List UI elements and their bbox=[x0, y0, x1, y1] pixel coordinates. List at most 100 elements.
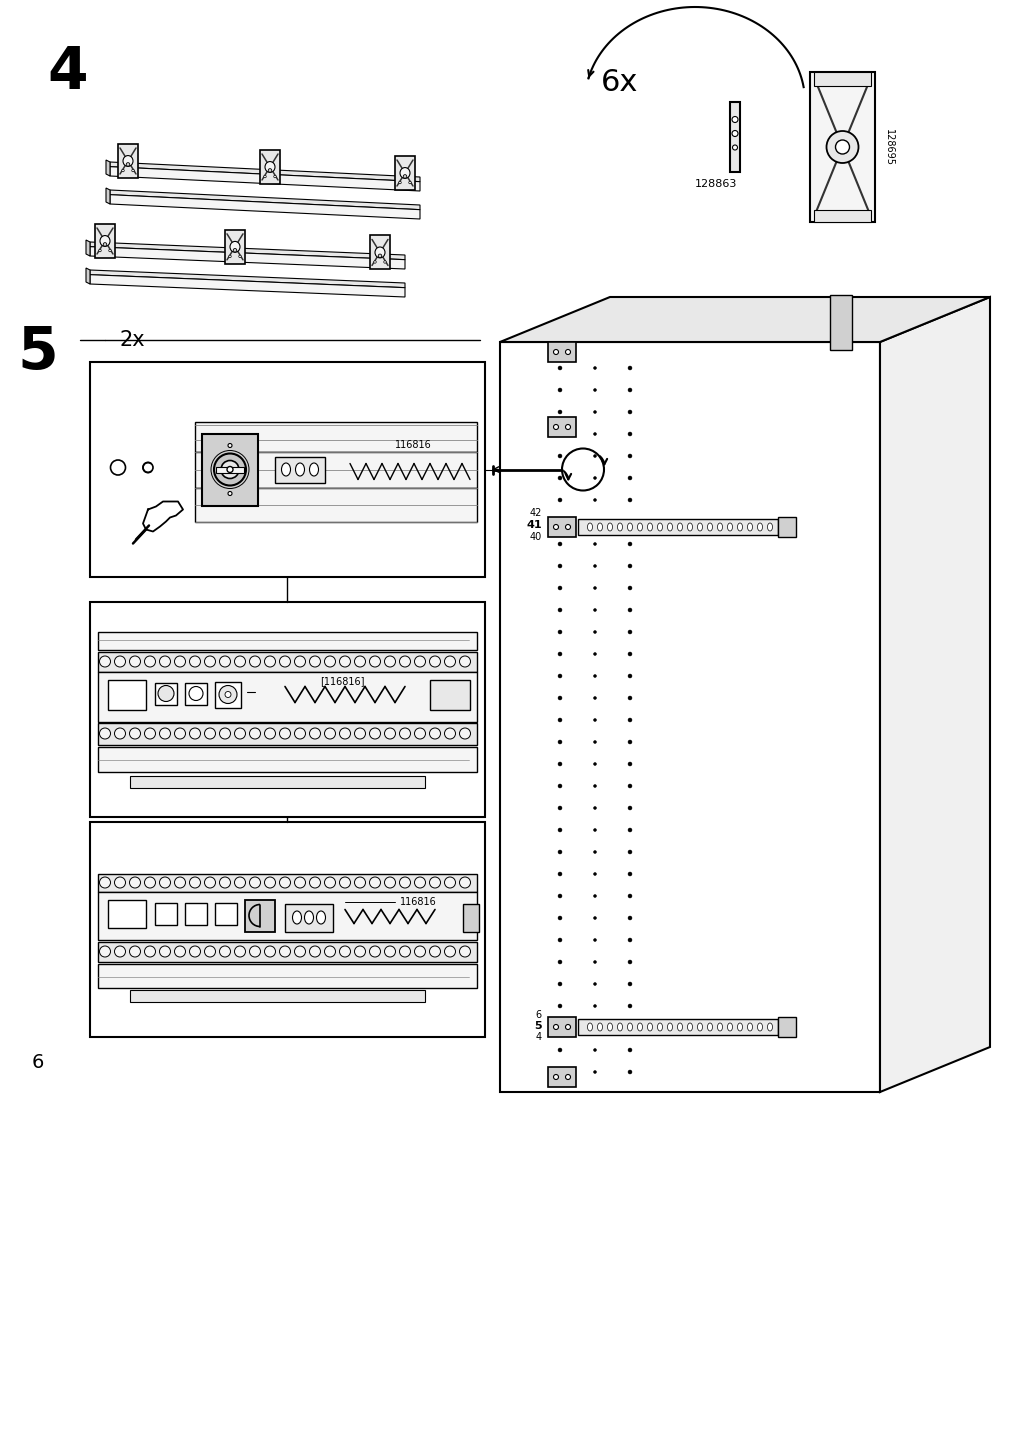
Bar bbox=[729, 102, 739, 172]
Ellipse shape bbox=[459, 727, 470, 739]
Ellipse shape bbox=[294, 727, 305, 739]
Ellipse shape bbox=[667, 523, 672, 531]
Ellipse shape bbox=[145, 656, 156, 667]
Ellipse shape bbox=[339, 947, 350, 957]
Ellipse shape bbox=[676, 1022, 681, 1031]
Bar bbox=[813, 72, 870, 86]
Ellipse shape bbox=[637, 1022, 642, 1031]
Ellipse shape bbox=[596, 523, 602, 531]
Ellipse shape bbox=[557, 938, 561, 942]
Ellipse shape bbox=[657, 523, 662, 531]
Ellipse shape bbox=[384, 876, 395, 888]
Ellipse shape bbox=[557, 1025, 561, 1030]
Ellipse shape bbox=[279, 876, 290, 888]
Ellipse shape bbox=[557, 432, 561, 435]
Bar bbox=[98, 892, 476, 939]
Ellipse shape bbox=[429, 656, 440, 667]
Bar bbox=[777, 517, 796, 537]
Ellipse shape bbox=[697, 1022, 702, 1031]
Ellipse shape bbox=[339, 727, 350, 739]
Ellipse shape bbox=[281, 463, 290, 475]
Ellipse shape bbox=[628, 740, 632, 745]
Ellipse shape bbox=[557, 959, 561, 964]
Ellipse shape bbox=[557, 982, 561, 987]
Text: 6x: 6x bbox=[601, 67, 638, 96]
Ellipse shape bbox=[219, 656, 231, 667]
Polygon shape bbox=[110, 162, 420, 182]
Ellipse shape bbox=[235, 876, 246, 888]
Ellipse shape bbox=[408, 182, 410, 183]
Ellipse shape bbox=[174, 727, 185, 739]
Ellipse shape bbox=[309, 947, 320, 957]
Ellipse shape bbox=[628, 541, 632, 546]
Text: 4: 4 bbox=[536, 1032, 542, 1042]
Polygon shape bbox=[110, 190, 420, 209]
Text: 116816: 116816 bbox=[399, 896, 437, 906]
Ellipse shape bbox=[264, 175, 266, 178]
Ellipse shape bbox=[557, 1070, 561, 1074]
Ellipse shape bbox=[647, 1022, 652, 1031]
Ellipse shape bbox=[628, 783, 632, 788]
Bar bbox=[98, 652, 476, 672]
Ellipse shape bbox=[592, 388, 595, 391]
Bar bbox=[463, 904, 478, 931]
Ellipse shape bbox=[628, 959, 632, 964]
Bar bbox=[260, 150, 280, 183]
Ellipse shape bbox=[325, 876, 336, 888]
Polygon shape bbox=[86, 241, 90, 256]
Ellipse shape bbox=[145, 947, 156, 957]
Ellipse shape bbox=[294, 947, 305, 957]
Ellipse shape bbox=[628, 894, 632, 898]
Ellipse shape bbox=[110, 460, 125, 475]
Ellipse shape bbox=[114, 947, 125, 957]
Ellipse shape bbox=[596, 1022, 602, 1031]
Polygon shape bbox=[90, 271, 404, 288]
Ellipse shape bbox=[707, 1022, 712, 1031]
Ellipse shape bbox=[264, 947, 275, 957]
Text: 4: 4 bbox=[48, 43, 88, 100]
Ellipse shape bbox=[160, 947, 170, 957]
Ellipse shape bbox=[274, 175, 276, 178]
Ellipse shape bbox=[628, 432, 632, 435]
Ellipse shape bbox=[384, 947, 395, 957]
Ellipse shape bbox=[131, 169, 134, 172]
Ellipse shape bbox=[415, 876, 425, 888]
Ellipse shape bbox=[592, 916, 595, 919]
Ellipse shape bbox=[129, 727, 141, 739]
Ellipse shape bbox=[294, 876, 305, 888]
Ellipse shape bbox=[108, 249, 111, 252]
Ellipse shape bbox=[557, 410, 561, 414]
Ellipse shape bbox=[592, 587, 595, 590]
Ellipse shape bbox=[628, 1025, 632, 1030]
Bar bbox=[98, 746, 476, 772]
Bar bbox=[215, 467, 244, 473]
Ellipse shape bbox=[592, 630, 595, 633]
Ellipse shape bbox=[628, 916, 632, 919]
Ellipse shape bbox=[557, 586, 561, 590]
Ellipse shape bbox=[121, 169, 124, 172]
Ellipse shape bbox=[378, 253, 381, 258]
Ellipse shape bbox=[219, 947, 231, 957]
Ellipse shape bbox=[766, 1022, 771, 1031]
Ellipse shape bbox=[627, 523, 632, 531]
Ellipse shape bbox=[145, 876, 156, 888]
Bar bbox=[90, 822, 484, 1037]
Ellipse shape bbox=[373, 261, 376, 263]
Ellipse shape bbox=[114, 656, 125, 667]
Ellipse shape bbox=[747, 523, 752, 531]
Ellipse shape bbox=[676, 523, 681, 531]
Ellipse shape bbox=[369, 656, 380, 667]
Ellipse shape bbox=[766, 523, 771, 531]
Ellipse shape bbox=[637, 523, 642, 531]
Ellipse shape bbox=[189, 727, 200, 739]
Ellipse shape bbox=[557, 717, 561, 722]
Ellipse shape bbox=[757, 1022, 761, 1031]
Ellipse shape bbox=[235, 727, 246, 739]
Ellipse shape bbox=[557, 828, 561, 832]
Ellipse shape bbox=[628, 630, 632, 634]
Ellipse shape bbox=[628, 872, 632, 876]
Ellipse shape bbox=[369, 947, 380, 957]
Bar bbox=[430, 680, 469, 709]
Polygon shape bbox=[86, 268, 90, 284]
Ellipse shape bbox=[628, 1048, 632, 1053]
